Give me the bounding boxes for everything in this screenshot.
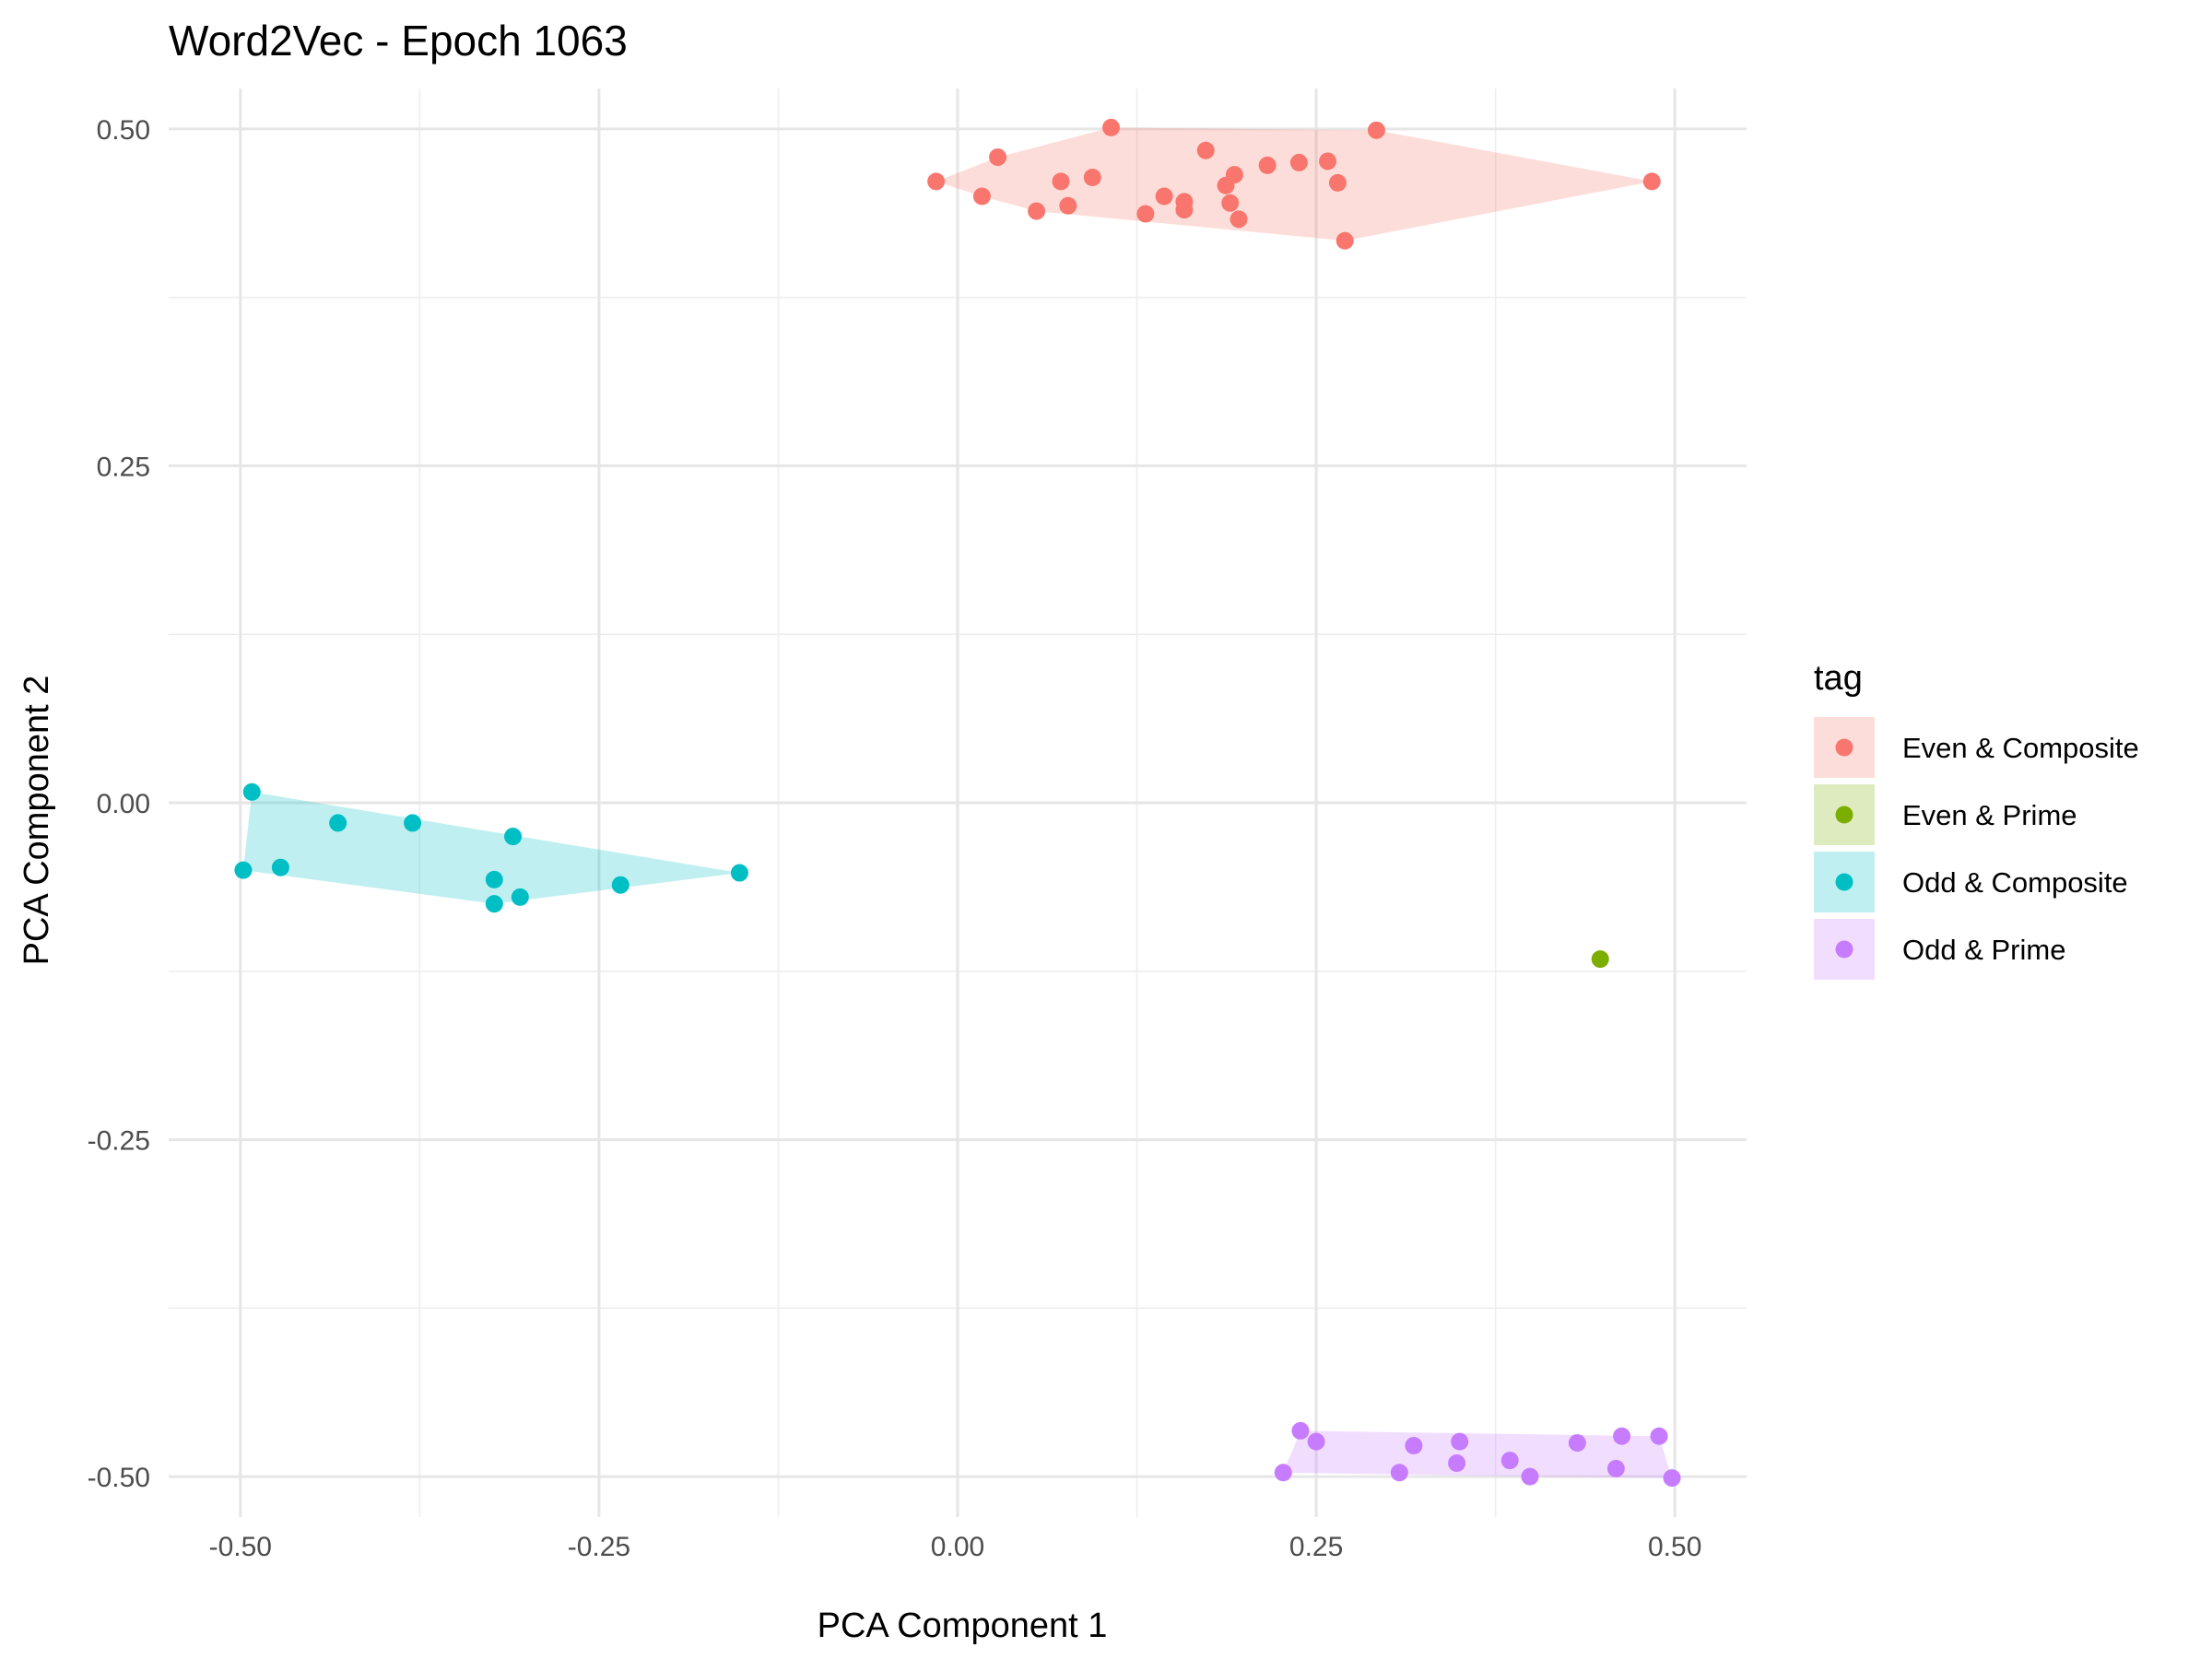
legend: tag Even & Composite Even & Prime Odd & Co… (1814, 659, 2139, 980)
point-even-composite (1175, 201, 1194, 219)
point-even-composite (1028, 202, 1046, 220)
y-tick-label: -0.25 (88, 1126, 150, 1157)
chart-title: Word2Vec - Epoch 1063 (169, 17, 628, 65)
y-axis-title: PCA Component 2 (18, 676, 56, 966)
point-odd-composite (730, 864, 748, 882)
legend-items: Even & Composite Even & Prime Odd & Compos… (1814, 717, 2139, 980)
point-odd-prime (1448, 1454, 1466, 1473)
hull-even-composite (935, 127, 1653, 241)
y-tick-label: 0.00 (97, 789, 150, 819)
y-tick-label: -0.50 (88, 1463, 150, 1493)
plot-grid (169, 88, 1747, 1517)
point-odd-composite (485, 895, 503, 913)
point-odd-composite (504, 828, 523, 846)
point-odd-prime (1405, 1437, 1423, 1454)
point-odd-composite (404, 814, 422, 832)
point-odd-prime (1500, 1452, 1519, 1470)
point-even-composite (1059, 196, 1077, 215)
point-even-composite (1319, 152, 1337, 171)
point-even-composite (1196, 141, 1215, 159)
point-odd-prime (1568, 1434, 1586, 1453)
x-axis-ticks: -0.50 -0.25 0.00 0.25 0.50 (209, 1532, 1702, 1562)
point-even-composite (1642, 172, 1661, 191)
legend-marker-odd-composite (1835, 873, 1853, 891)
point-odd-composite (234, 861, 253, 879)
point-odd-composite (329, 814, 347, 832)
x-tick-label: 0.50 (1648, 1532, 1701, 1562)
point-odd-composite (271, 858, 289, 877)
point-even-composite (1230, 210, 1248, 229)
point-even-composite (989, 148, 1007, 167)
legend-label-even-prime: Even & Prime (1902, 799, 2077, 831)
point-even-composite (1225, 166, 1243, 184)
data-points (234, 118, 1681, 1488)
point-even-composite (1367, 121, 1385, 139)
x-axis-title: PCA Component 1 (818, 1606, 1108, 1645)
point-even-composite (1155, 187, 1173, 206)
point-odd-composite (611, 876, 629, 894)
point-even-composite (1289, 153, 1308, 171)
point-even-composite (1258, 156, 1277, 174)
y-axis-ticks: 0.50 0.25 0.00 -0.25 -0.50 (88, 115, 150, 1493)
x-tick-label: 0.00 (931, 1532, 984, 1562)
point-odd-prime (1606, 1459, 1625, 1477)
point-even-prime (1591, 950, 1609, 969)
point-even-composite (1136, 205, 1155, 223)
point-even-composite (1328, 173, 1347, 192)
point-odd-prime (1274, 1464, 1292, 1482)
y-tick-label: 0.50 (97, 115, 150, 146)
point-even-composite (1083, 169, 1101, 187)
legend-label-odd-composite: Odd & Composite (1902, 866, 2128, 899)
x-tick-label: 0.25 (1289, 1532, 1343, 1562)
point-even-composite (1102, 118, 1121, 136)
legend-label-odd-prime: Odd & Prime (1902, 934, 2065, 966)
legend-marker-odd-prime (1835, 940, 1853, 959)
y-tick-label: 0.25 (97, 452, 150, 482)
point-odd-prime (1650, 1427, 1668, 1445)
point-odd-prime (1521, 1467, 1539, 1486)
x-tick-label: -0.25 (568, 1532, 630, 1562)
point-odd-prime (1613, 1427, 1631, 1445)
point-even-composite (1335, 231, 1354, 250)
point-even-composite (927, 172, 946, 191)
point-odd-prime (1451, 1432, 1469, 1451)
point-even-composite (1052, 172, 1070, 191)
point-odd-prime (1663, 1469, 1681, 1488)
legend-title: tag (1814, 659, 1863, 698)
point-odd-prime (1390, 1464, 1408, 1482)
point-odd-composite (511, 888, 529, 906)
hull-odd-composite (242, 792, 740, 904)
point-odd-composite (485, 870, 503, 888)
point-odd-prime (1291, 1421, 1310, 1440)
legend-label-even-composite: Even & Composite (1902, 732, 2139, 764)
point-even-composite (972, 187, 991, 206)
x-tick-label: -0.50 (209, 1532, 272, 1562)
point-odd-composite (242, 782, 261, 801)
legend-marker-even-composite (1835, 738, 1853, 757)
point-odd-prime (1307, 1432, 1325, 1451)
point-even-composite (1221, 194, 1240, 212)
legend-marker-even-prime (1835, 806, 1853, 824)
